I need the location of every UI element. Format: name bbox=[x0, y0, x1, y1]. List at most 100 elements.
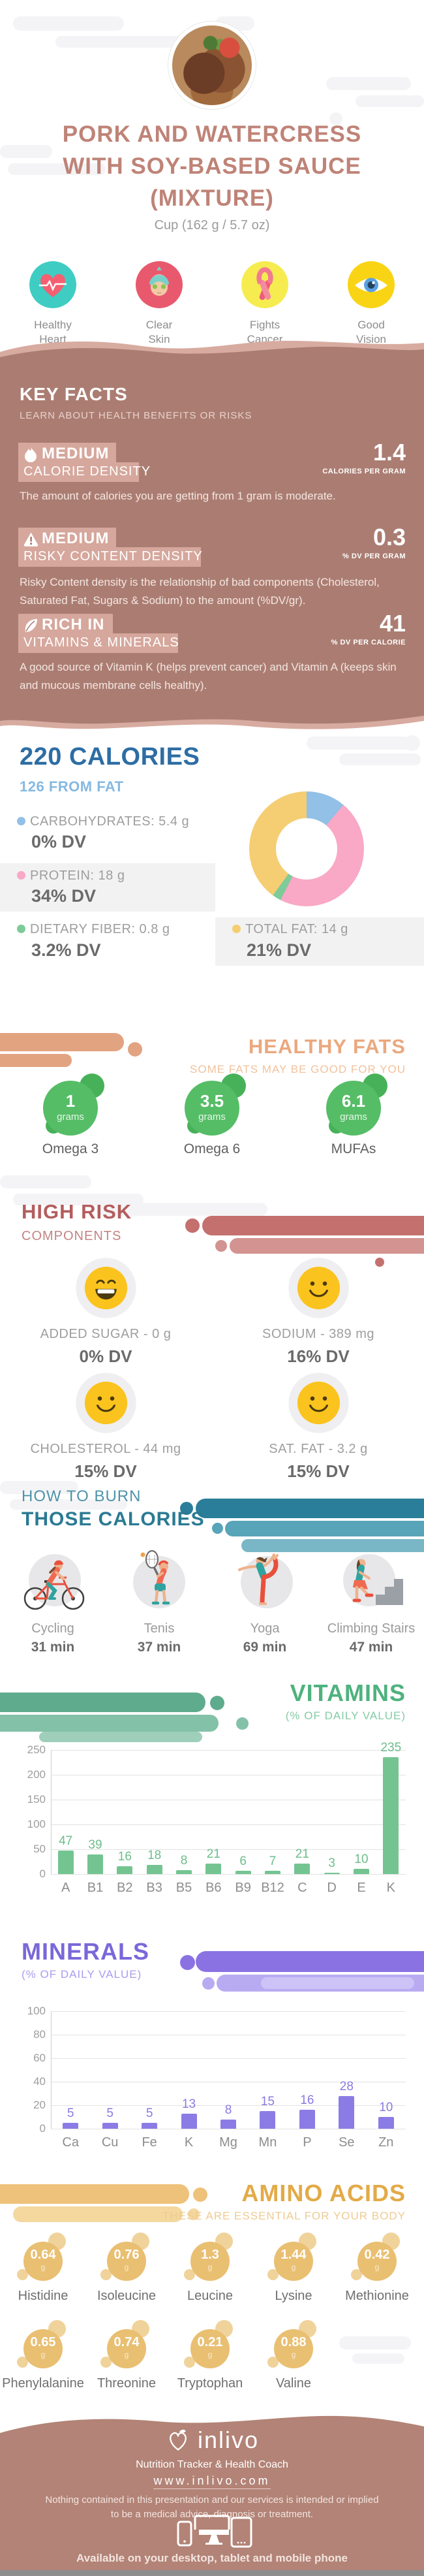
climbing-stairs-icon bbox=[343, 1554, 403, 1606]
gridline-20 bbox=[51, 2105, 406, 2106]
amino-circle-valine: 0.88 g bbox=[274, 2329, 313, 2368]
key-facts-title: KEY FACTS bbox=[20, 384, 128, 404]
blob-decoration-teal bbox=[212, 1523, 223, 1534]
grams-unit: g bbox=[291, 2263, 296, 2272]
legend-label: CARBOHYDRATES: 5.4 g bbox=[30, 814, 190, 829]
x-category-label: Cu bbox=[101, 2135, 119, 2150]
calories-title: 220 CALORIES bbox=[20, 743, 200, 771]
bar-value-label: 10 bbox=[379, 2101, 393, 2114]
amino-circle-isoleucine: 0.76 g bbox=[107, 2242, 146, 2281]
legend-dot-fiber bbox=[17, 925, 25, 933]
footer-url[interactable]: www.inlivo.com bbox=[0, 2474, 424, 2489]
amino-grams: 0.74 bbox=[114, 2335, 140, 2349]
y-axis-line bbox=[51, 2011, 52, 2129]
blob-decoration-purple bbox=[180, 1955, 195, 1970]
cloud-decoration bbox=[329, 112, 342, 125]
burn-title-line2: THOSE CALORIES bbox=[22, 1508, 205, 1530]
cloud-decoration bbox=[339, 2336, 411, 2349]
fact-level: MEDIUM bbox=[42, 530, 110, 547]
cloud-decoration bbox=[356, 95, 424, 107]
blob-decoration-red bbox=[375, 1258, 384, 1267]
legend-dv: 21% DV bbox=[247, 940, 312, 960]
risk-label: SAT. FAT - 3.2 g bbox=[269, 1442, 368, 1456]
inlivo-logo: inlivo bbox=[0, 2426, 424, 2454]
smile-smiley-icon bbox=[288, 1373, 349, 1433]
footer-bottom-strip bbox=[0, 2570, 424, 2576]
yoga-icon bbox=[237, 1553, 293, 1608]
amino-label: Histidine bbox=[18, 2289, 68, 2303]
fact-value: 41 bbox=[379, 610, 406, 637]
y-tick-label: 150 bbox=[27, 1793, 46, 1805]
bar-value-label: 15 bbox=[260, 2095, 275, 2108]
x-category-label: K bbox=[184, 2135, 194, 2150]
circle-decoration bbox=[184, 2357, 195, 2368]
bar-minerals-Mg bbox=[220, 2119, 236, 2129]
awareness-ribbon-icon bbox=[241, 261, 288, 308]
amino-label: Isoleucine bbox=[97, 2289, 157, 2303]
inlivo-heart-icon bbox=[170, 2429, 187, 2451]
bar-minerals-P bbox=[299, 2110, 315, 2129]
x-category-label: Mn bbox=[258, 2135, 277, 2150]
omega3-grams: 1 bbox=[65, 1091, 76, 1111]
activity-minutes: 31 min bbox=[31, 1640, 75, 1655]
amino-grams: 1.3 bbox=[201, 2248, 219, 2262]
circle-decoration bbox=[351, 2269, 362, 2280]
grams-unit: g bbox=[207, 2350, 213, 2359]
bar-vitamins-B2 bbox=[117, 1866, 133, 1874]
footer-tagline: Nutrition Tracker & Health Coach bbox=[136, 2459, 288, 2470]
blob-decoration-amber bbox=[13, 2206, 183, 2222]
risk-label: CHOLESTEROL - 44 mg bbox=[30, 1442, 181, 1456]
y-tick-label: 80 bbox=[33, 2028, 46, 2041]
bar-value-label: 47 bbox=[59, 1834, 73, 1849]
blob-decoration-green bbox=[210, 1696, 224, 1710]
y-tick-label: 40 bbox=[33, 2075, 46, 2088]
bar-value-label: 39 bbox=[88, 1838, 102, 1852]
amino-circle-tryptophan: 0.21 g bbox=[190, 2329, 230, 2368]
fact-unit: CALORIES PER GRAM bbox=[322, 468, 406, 475]
x-category-label: Mg bbox=[219, 2135, 237, 2150]
legend-highlight-band bbox=[0, 863, 215, 912]
fact-name: VITAMINS & MINERALS bbox=[23, 635, 179, 650]
circle-decoration bbox=[267, 2357, 279, 2368]
fact-value: 1.4 bbox=[372, 439, 406, 466]
blob-decoration-amber bbox=[193, 2187, 207, 2202]
bar-value-label: 8 bbox=[180, 1853, 188, 1868]
x-category-label: K bbox=[386, 1881, 395, 1895]
fact-rich-in-vitamins: RICH IN VITAMINS & MINERALS 41 % DV PER … bbox=[0, 610, 424, 699]
y-tick-label: 0 bbox=[39, 1868, 46, 1880]
cloud-decoration bbox=[55, 36, 205, 48]
x-category-label: D bbox=[327, 1881, 337, 1895]
fact-unit: % DV PER CALORIE bbox=[331, 639, 406, 646]
blob-decoration-purple bbox=[202, 1977, 215, 1990]
grams-unit: grams bbox=[198, 1111, 226, 1122]
bar-value-label: 5 bbox=[106, 2107, 114, 2120]
risk-label: ADDED SUGAR - 0 g bbox=[40, 1327, 172, 1341]
activity-label: Tenis bbox=[144, 1621, 175, 1636]
activity-minutes: 47 min bbox=[349, 1640, 393, 1655]
x-category-label: B12 bbox=[261, 1881, 284, 1895]
cloud-decoration bbox=[0, 1175, 91, 1188]
flame-icon bbox=[25, 447, 37, 462]
legend-label: DIETARY FIBER: 0.8 g bbox=[30, 922, 170, 936]
amino-label: Lysine bbox=[275, 2289, 312, 2303]
cloud-decoration bbox=[13, 1194, 144, 1205]
blob-decoration-red bbox=[185, 1218, 200, 1233]
heart-ecg-icon bbox=[29, 261, 76, 308]
amino-grams: 0.88 bbox=[280, 2335, 307, 2349]
y-tick-label: 250 bbox=[27, 1743, 46, 1756]
bar-value-label: 5 bbox=[67, 2107, 74, 2120]
risk-dv: 16% DV bbox=[287, 1346, 350, 1366]
grams-unit: grams bbox=[57, 1111, 84, 1122]
circle-decoration bbox=[17, 2269, 28, 2280]
bar-minerals-K bbox=[181, 2113, 197, 2129]
y-tick-label: 100 bbox=[27, 2005, 46, 2017]
blob-decoration-purple bbox=[196, 1951, 424, 1972]
bar-minerals-Zn bbox=[378, 2117, 394, 2129]
minerals-subtitle: (% OF DAILY VALUE) bbox=[22, 1968, 142, 1980]
inlivo-logo-text: inlivo bbox=[197, 2426, 260, 2453]
omega6-label: Omega 6 bbox=[183, 1141, 241, 1156]
y-tick-label: 200 bbox=[27, 1768, 46, 1781]
circle-decoration bbox=[17, 2357, 28, 2368]
minerals-bar-chart: 0 20 40 60 80 100 5 Ca 5 Cu 5 Fe 13 K 8 Mg 15 Mn 16 P 28 Se 10… bbox=[18, 2005, 406, 2168]
page-title: PORK AND WATERCRESS WITH SOY-BASED SAUCE… bbox=[62, 121, 362, 211]
